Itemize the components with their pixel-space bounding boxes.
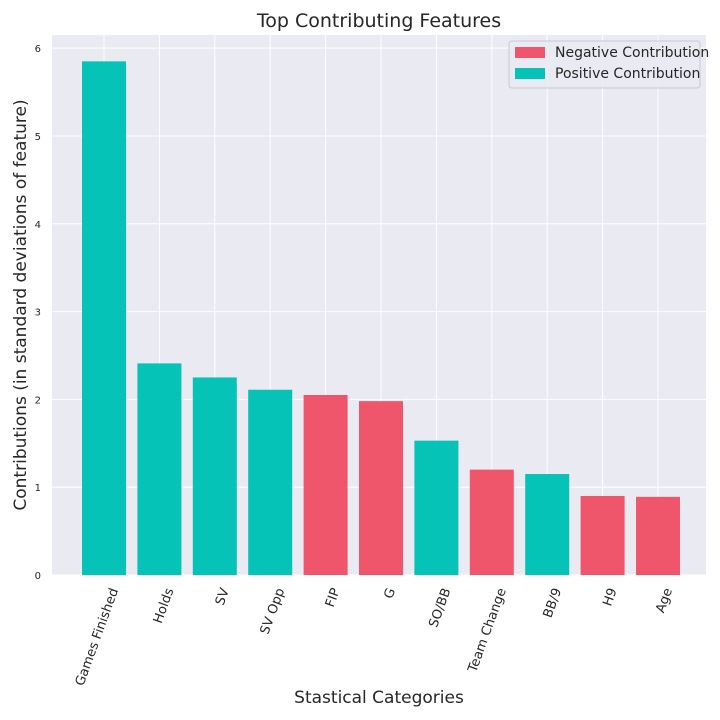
bars — [82, 61, 680, 575]
bar-sv-opp — [248, 389, 293, 575]
x-tick-label: BB/9 — [541, 586, 566, 620]
chart-title: Top Contributing Features — [256, 10, 501, 32]
legend-label-negative: Negative Contribution — [555, 45, 709, 61]
legend-label-positive: Positive Contribution — [555, 66, 700, 82]
bar-age — [636, 496, 680, 575]
bar-fip — [303, 395, 348, 575]
bar-g — [359, 401, 403, 575]
y-tick-label: 5 — [35, 132, 41, 143]
bar-sv — [192, 377, 237, 575]
bar-games-finished — [82, 61, 126, 575]
bar-bb-9 — [525, 474, 570, 575]
legend: Negative Contribution Positive Contributi… — [508, 40, 709, 89]
x-tick-label: H9 — [600, 586, 620, 608]
x-tick-label: Holds — [151, 586, 178, 626]
y-tick-label: 2 — [35, 395, 41, 406]
bar-h9 — [580, 495, 625, 575]
x-tick-label: Age — [653, 586, 676, 615]
legend-box — [508, 40, 701, 89]
bar-holds — [137, 363, 182, 575]
y-tick-labels: 0 1 2 3 4 5 6 — [35, 44, 41, 582]
bar-so-bb — [414, 440, 459, 575]
x-tick-label: G — [381, 586, 399, 601]
x-tick-label: SO/BB — [426, 586, 454, 629]
y-tick-label: 3 — [35, 308, 41, 319]
legend-swatch-negative — [515, 47, 545, 58]
legend-swatch-positive — [515, 68, 545, 79]
y-tick-label: 1 — [35, 483, 41, 494]
y-axis-label: Contributions (in standard deviations of… — [11, 99, 31, 510]
x-tick-label: Games Finished — [73, 586, 122, 688]
x-tick-label: SV Opp — [258, 586, 289, 636]
bar-team-change — [469, 469, 514, 575]
x-tick-label: SV — [213, 586, 233, 607]
x-axis-label: Stastical Categories — [294, 688, 464, 708]
y-tick-label: 4 — [35, 220, 41, 231]
x-tick-labels: Games Finished Holds SV SV Opp FIP G SO/BB Team… — [73, 586, 676, 688]
y-tick-label: 0 — [35, 571, 41, 582]
y-tick-label: 6 — [35, 44, 41, 55]
x-tick-label: Team Change — [465, 586, 510, 675]
x-tick-label: FIP — [323, 586, 344, 609]
